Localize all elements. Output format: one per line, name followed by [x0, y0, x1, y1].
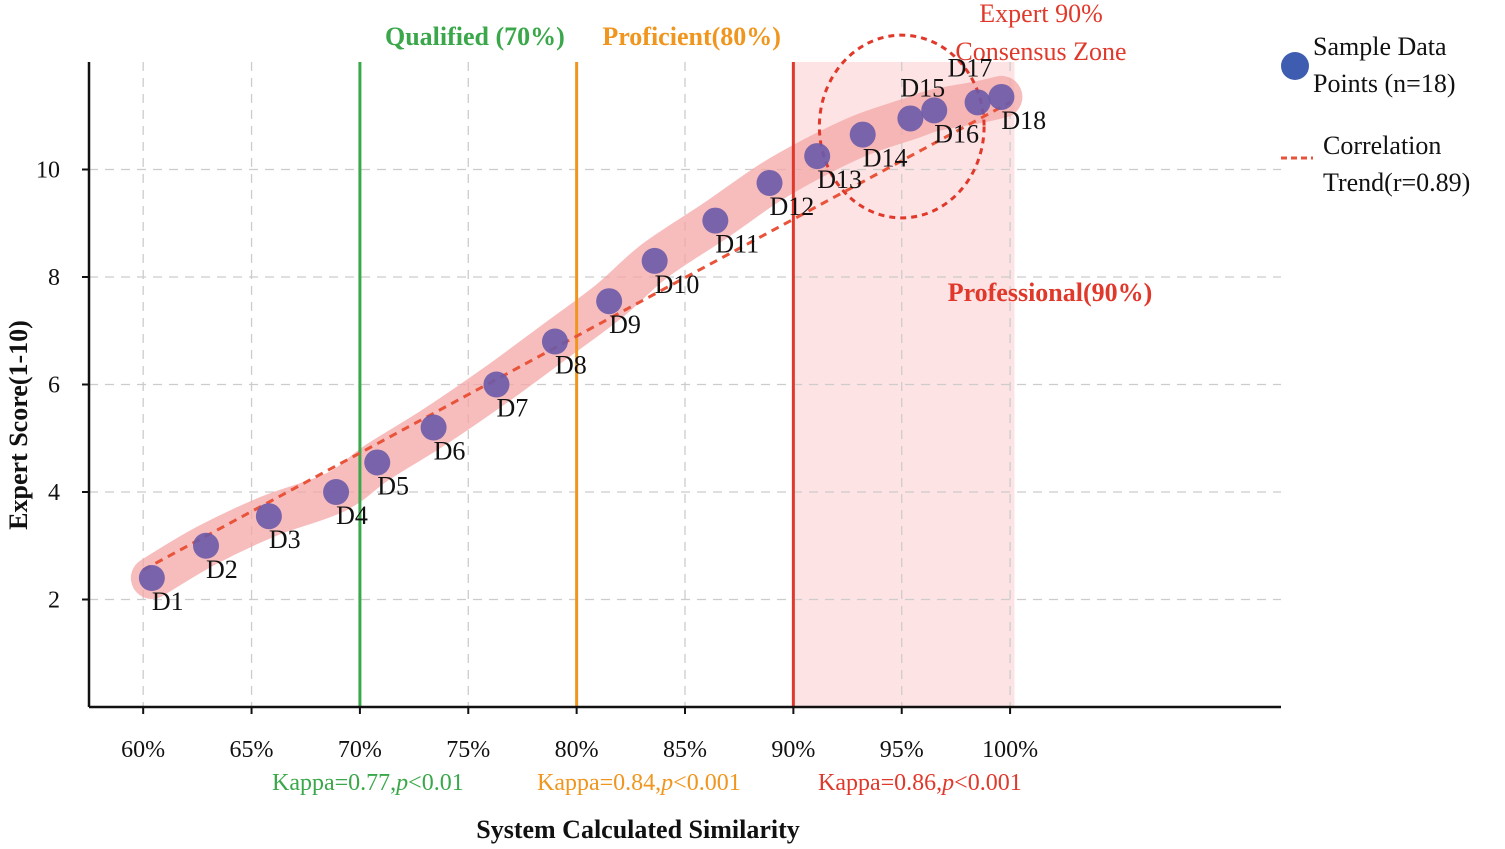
data-point: [897, 105, 924, 132]
data-point: [988, 83, 1015, 110]
threshold-label: Proficient(80%): [602, 22, 781, 51]
data-point-label: D4: [336, 501, 368, 530]
data-point-label: D3: [269, 525, 301, 554]
data-point-label: D2: [206, 555, 238, 584]
data-point: [323, 479, 350, 505]
x-tick-label: 75%: [446, 737, 490, 763]
grid-layer: [89, 62, 1281, 707]
data-point: [483, 371, 510, 398]
data-point: [193, 532, 220, 559]
threshold-lines-layer: [358, 62, 795, 707]
x-tick-label: 90%: [771, 737, 815, 763]
x-tick-label: 60%: [121, 737, 165, 763]
data-point-label: D7: [496, 394, 528, 423]
data-point-label: D8: [555, 351, 587, 380]
data-point: [596, 288, 623, 315]
data-point: [921, 97, 948, 124]
x-tick-label: 95%: [880, 737, 924, 763]
threshold-label: Qualified (70%): [385, 22, 565, 51]
data-point: [641, 247, 668, 274]
data-point-label: D18: [1001, 106, 1046, 135]
kappa-annotation: Kappa=0.84,p<0.001: [537, 770, 741, 796]
x-tick-label: 85%: [663, 737, 707, 763]
data-point-label: D14: [863, 144, 908, 173]
data-point-label: D9: [609, 310, 641, 339]
legend-label: Sample Data: [1313, 32, 1447, 61]
data-point: [420, 414, 447, 441]
data-point: [255, 503, 282, 530]
y-tick-label: 8: [48, 265, 60, 291]
data-point-label: D15: [900, 73, 945, 102]
consensus-zone-circle: [817, 33, 986, 220]
threshold-label: Professional(90%): [948, 278, 1153, 307]
data-point-label: D11: [715, 230, 759, 259]
x-tick-label: 65%: [230, 737, 274, 763]
data-point: [964, 89, 991, 116]
legend-layer: Sample Data Points (n=18) Correlation Trend…: [1281, 32, 1470, 197]
data-point: [541, 328, 568, 355]
data-point-label: D6: [434, 437, 466, 466]
data-point-label: D10: [655, 270, 700, 299]
data-point: [364, 449, 391, 476]
data-point-label: D16: [934, 119, 979, 148]
data-point: [138, 565, 165, 591]
trend-layer: [142, 100, 1011, 572]
y-tick-label: 10: [36, 158, 60, 184]
y-tick-label: 6: [48, 373, 60, 399]
data-point-label: D17: [948, 53, 993, 82]
x-tick-label: 100%: [982, 737, 1038, 763]
consensus-zone-label-line1: Expert 90%: [979, 0, 1102, 28]
data-points-layer: [138, 83, 1015, 591]
legend-label: Correlation: [1323, 131, 1441, 160]
x-tick-label: 70%: [338, 737, 382, 763]
y-tick-label: 4: [48, 480, 60, 506]
axes-layer: 60% 65% 70% 75% 80% 85% 90% 95% 100% 2 4 6 8 10 System…: [4, 62, 1281, 844]
consensus-zone-label-line2: Consensus Zone: [955, 37, 1126, 66]
y-tick-label: 2: [48, 588, 60, 614]
consensus-zone-layer: [817, 33, 986, 220]
data-point-label: D13: [817, 165, 862, 194]
data-point-label: D5: [377, 471, 409, 500]
x-axis-title: System Calculated Similarity: [476, 815, 800, 844]
data-point: [756, 169, 783, 196]
legend-marker-icon: [1281, 52, 1309, 80]
legend-label: Trend(r=0.89): [1323, 168, 1470, 197]
data-point-label: D12: [770, 192, 815, 221]
trend-line: [142, 100, 1011, 572]
legend-label: Points (n=18): [1313, 69, 1456, 98]
kappa-annotation: Kappa=0.86,p<0.001: [818, 770, 1022, 796]
data-point: [804, 143, 831, 170]
data-point: [849, 121, 876, 148]
y-axis-title: Expert Score(1-10): [4, 320, 33, 530]
x-tick-label: 80%: [555, 737, 599, 763]
labels-layer: Qualified (70%) Kappa=0.77,p<0.01 Proficie…: [152, 0, 1152, 796]
kappa-annotation: Kappa=0.77,p<0.01: [272, 770, 464, 796]
data-point: [702, 207, 729, 234]
data-point-label: D1: [152, 587, 184, 616]
